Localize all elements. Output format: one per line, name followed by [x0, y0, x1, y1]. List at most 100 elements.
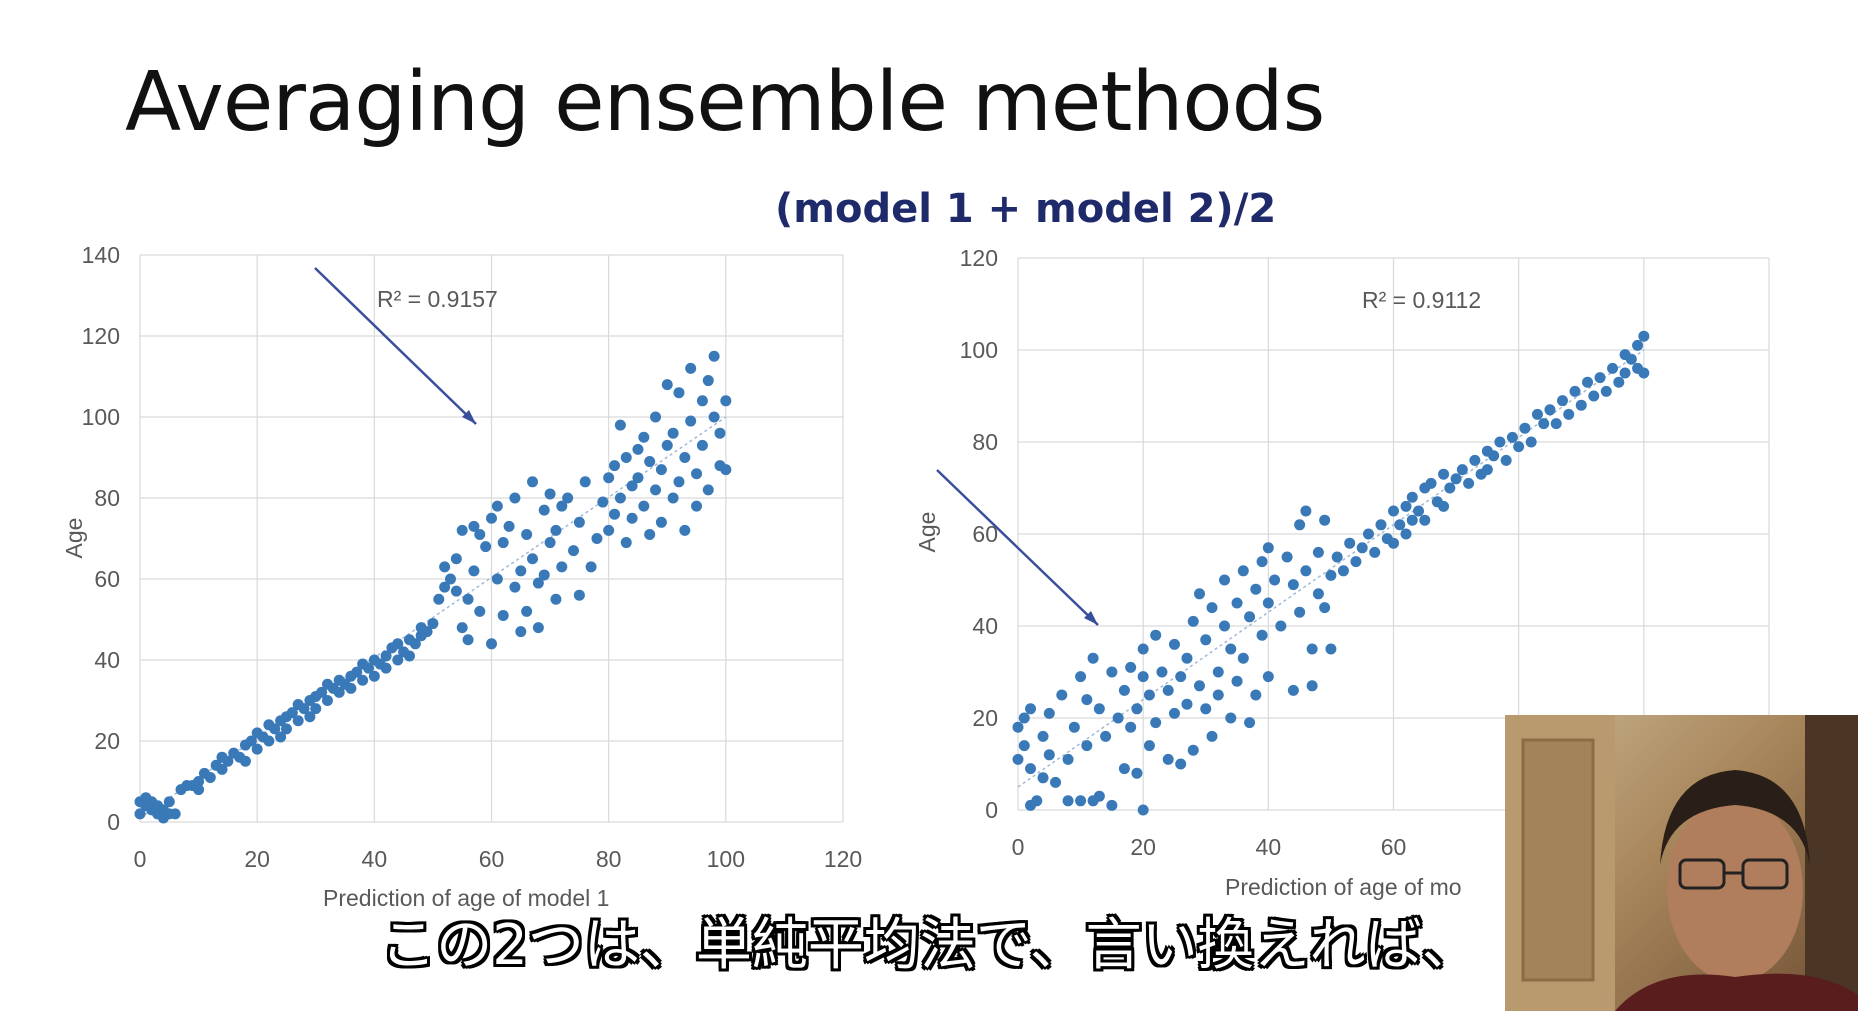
data-point [503, 520, 515, 532]
data-point [1294, 519, 1306, 531]
data-point [1287, 579, 1299, 591]
data-point [1456, 464, 1468, 476]
data-point [538, 569, 550, 581]
data-point [163, 796, 175, 808]
data-point [1156, 666, 1168, 678]
data-point [316, 686, 328, 698]
data-point [1037, 730, 1049, 742]
data-point [280, 723, 292, 735]
data-point [239, 755, 251, 767]
data-point [1187, 744, 1199, 756]
data-point [632, 443, 644, 455]
data-point [1544, 404, 1556, 416]
data-point [1037, 772, 1049, 784]
data-point [1244, 611, 1256, 623]
data-point [691, 468, 703, 480]
data-point [1043, 749, 1055, 761]
data-point [667, 427, 679, 439]
data-point [1168, 707, 1180, 719]
data-point [1075, 671, 1087, 683]
data-point [1031, 795, 1043, 807]
data-point [392, 638, 404, 650]
data-point [655, 464, 667, 476]
data-point [1319, 514, 1331, 526]
data-point [1262, 597, 1274, 609]
data-point [275, 731, 287, 743]
data-point [626, 480, 638, 492]
data-point [1081, 740, 1093, 752]
data-point [450, 553, 462, 565]
data-point [1181, 698, 1193, 710]
data-point [462, 634, 474, 646]
data-point [1262, 542, 1274, 554]
data-point [474, 528, 486, 540]
data-point [1168, 638, 1180, 650]
data-point [1400, 500, 1412, 512]
data-point [515, 626, 527, 638]
data-point [1018, 712, 1030, 724]
data-point [1394, 519, 1406, 531]
data-point [456, 524, 468, 536]
data-point [1118, 684, 1130, 696]
data-point [650, 484, 662, 496]
data-point [1025, 703, 1037, 715]
data-point [304, 711, 316, 723]
data-point [661, 439, 673, 451]
y-tick-label: 40 [972, 613, 998, 639]
data-point [1219, 620, 1231, 632]
data-point [679, 524, 691, 536]
data-point [691, 500, 703, 512]
data-point [245, 735, 257, 747]
data-point [1137, 643, 1149, 655]
x-tick-label: 20 [244, 846, 270, 872]
data-point [585, 561, 597, 573]
data-point [1012, 721, 1024, 733]
data-point [1162, 684, 1174, 696]
x-tick-label: 40 [362, 846, 388, 872]
data-point [1200, 634, 1212, 646]
data-point [1193, 588, 1205, 600]
data-point [134, 808, 146, 820]
data-point [532, 577, 544, 589]
chart-2-y-axis-title: Age [914, 512, 940, 553]
x-tick-label: 0 [1012, 834, 1025, 860]
data-point [1419, 514, 1431, 526]
x-tick-label: 60 [1381, 834, 1407, 860]
data-point [1093, 790, 1105, 802]
data-point [480, 541, 492, 553]
data-point [1143, 740, 1155, 752]
data-point [310, 703, 322, 715]
data-point [1613, 376, 1625, 388]
data-point [1093, 703, 1105, 715]
data-point [1319, 602, 1331, 614]
data-point [573, 516, 585, 528]
data-point [1231, 597, 1243, 609]
data-point [1100, 730, 1112, 742]
data-point [1175, 758, 1187, 770]
data-point [1262, 671, 1274, 683]
chart-2-points [1012, 330, 1650, 816]
data-point [702, 375, 714, 387]
data-point [1206, 602, 1218, 614]
y-tick-label: 20 [972, 705, 998, 731]
data-point [1375, 519, 1387, 531]
data-point [1244, 717, 1256, 729]
data-point [1413, 505, 1425, 517]
data-point [614, 492, 626, 504]
data-point [1212, 689, 1224, 701]
data-point [1225, 643, 1237, 655]
data-point [392, 654, 404, 666]
data-point [1594, 372, 1606, 384]
data-point [1087, 652, 1099, 664]
data-point [1312, 588, 1324, 600]
data-point [544, 537, 556, 549]
data-point [1369, 546, 1381, 558]
data-point [1018, 740, 1030, 752]
data-point [661, 379, 673, 391]
data-point [638, 431, 650, 443]
data-point [1550, 418, 1562, 430]
data-point [1062, 795, 1074, 807]
data-point [380, 662, 392, 674]
subtitle-caption: この2つは、単純平均法で、言い換えれば、 [380, 913, 1478, 978]
